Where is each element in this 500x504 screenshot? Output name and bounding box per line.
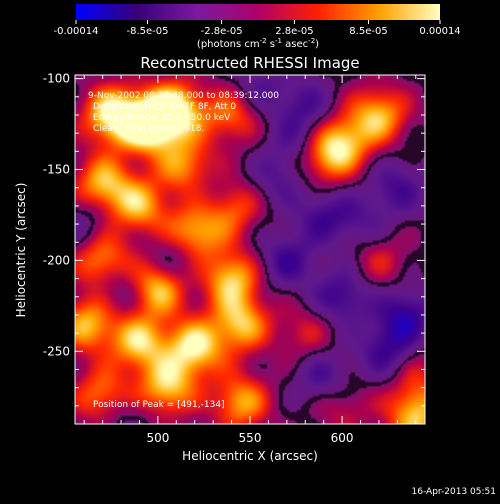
timestamp: 16-Apr-2013 05:51 [412,487,496,497]
x-axis-label: Heliocentric X (arcsec) [182,449,318,463]
x-tick-label: 600 [331,431,354,445]
y-axis-label: Heliocentric Y (arcsec) [14,183,28,318]
colorbar-unit-label: (photons cm-2 s-1 asec-2) [197,37,319,50]
annotation-energy: Energy Range: 25.0 - 50.0 keV [93,113,231,123]
annotations: 9-Nov-2002 08:37:48.000 to 08:39:12.000 … [88,91,279,410]
colorbar-tick-label: -8.5e-05 [127,26,169,37]
heatmap-image [75,75,425,424]
y-tick-label: -200 [43,253,70,267]
x-tick-label: 550 [239,431,262,445]
y-tick-label: -100 [43,72,70,86]
x-tick-label: 500 [146,431,169,445]
y-tick-label: -250 [43,344,70,358]
colorbar-ticks: -0.00014 -8.5e-05 -2.8e-05 2.8e-05 8.5e-05 0.… [54,20,461,37]
colorbar-tick-label: -2.8e-05 [201,26,243,37]
peak-position-label: Position of Peak = [491,-134] [93,400,225,410]
colorbar [76,4,440,20]
heatmap-area [75,75,425,424]
annotation-time: 9-Nov-2002 08:37:48.000 to 08:39:12.000 [88,91,279,101]
chart-title: Reconstructed RHESSI Image [140,54,359,72]
annotation-clean: Clean: Total counts: 918. [93,124,204,134]
colorbar-tick-label: 2.8e-05 [275,26,313,37]
annotation-detectors: Detectors: 4F 5F 6F 7F 8F, Att 0 [93,102,236,112]
axes: 500 550 600 -100 -150 -200 -250 [43,72,425,445]
colorbar-tick-label: 8.5e-05 [349,26,387,37]
colorbar-tick-label: 0.00014 [419,26,460,37]
y-tick-label: -150 [43,163,70,177]
colorbar-tick-label: -0.00014 [54,26,99,37]
